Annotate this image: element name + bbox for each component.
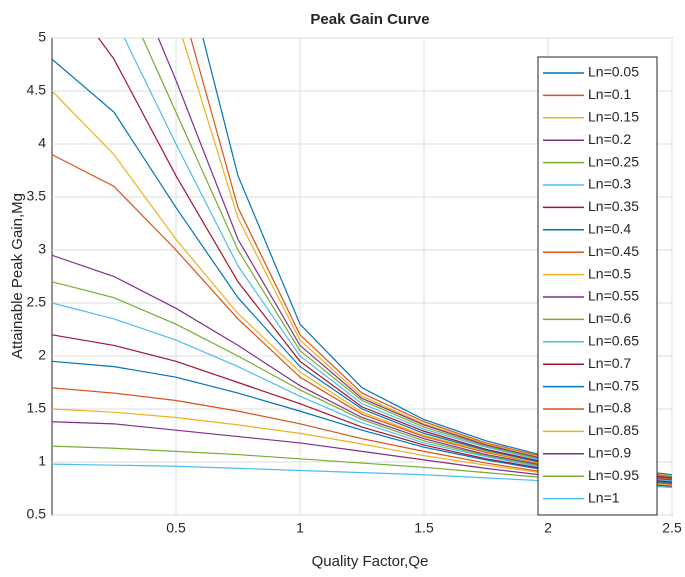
y-tick-label: 3.5 (27, 188, 47, 204)
legend-label: Ln=0.65 (588, 333, 639, 349)
y-tick-label: 2.5 (27, 294, 47, 310)
x-axis-label: Quality Factor,Qe (312, 553, 429, 570)
y-tick-label: 4.5 (27, 82, 47, 98)
legend-label: Ln=1 (588, 489, 620, 505)
legend-label: Ln=0.95 (588, 467, 639, 483)
x-tick-label: 1.5 (414, 520, 434, 536)
legend-label: Ln=0.2 (588, 131, 631, 147)
legend-label: Ln=0.85 (588, 422, 639, 438)
legend-label: Ln=0.45 (588, 243, 639, 259)
legend-label: Ln=0.25 (588, 153, 639, 169)
y-tick-label: 0.5 (27, 506, 47, 522)
x-tick-label: 0.5 (166, 520, 186, 536)
y-tick-label: 2 (38, 347, 46, 363)
legend-label: Ln=0.15 (588, 109, 639, 125)
y-tick-label: 3 (38, 241, 46, 257)
chart-title: Peak Gain Curve (310, 11, 429, 28)
legend-label: Ln=0.75 (588, 377, 639, 393)
y-tick-label: 1.5 (27, 400, 47, 416)
legend-label: Ln=0.9 (588, 445, 631, 461)
legend-label: Ln=0.6 (588, 310, 631, 326)
x-tick-label: 1 (296, 520, 304, 536)
legend-label: Ln=0.5 (588, 265, 631, 281)
y-tick-label: 4 (38, 135, 46, 151)
legend-label: Ln=0.55 (588, 288, 639, 304)
legend-label: Ln=0.8 (588, 400, 631, 416)
legend-label: Ln=0.05 (588, 64, 639, 80)
x-tick-label: 2 (544, 520, 552, 536)
legend-label: Ln=0.35 (588, 198, 639, 214)
chart: Peak Gain Curve Quality Factor,Qe Attain… (0, 0, 685, 572)
legend-label: Ln=0.1 (588, 86, 631, 102)
legend-label: Ln=0.4 (588, 221, 631, 237)
y-tick-label: 1 (38, 453, 46, 469)
y-axis-label: Attainable Peak Gain,Mg (9, 193, 26, 359)
legend-label: Ln=0.3 (588, 176, 631, 192)
y-tick-label: 5 (38, 29, 46, 45)
x-tick-label: 2.5 (662, 520, 682, 536)
legend-label: Ln=0.7 (588, 355, 631, 371)
